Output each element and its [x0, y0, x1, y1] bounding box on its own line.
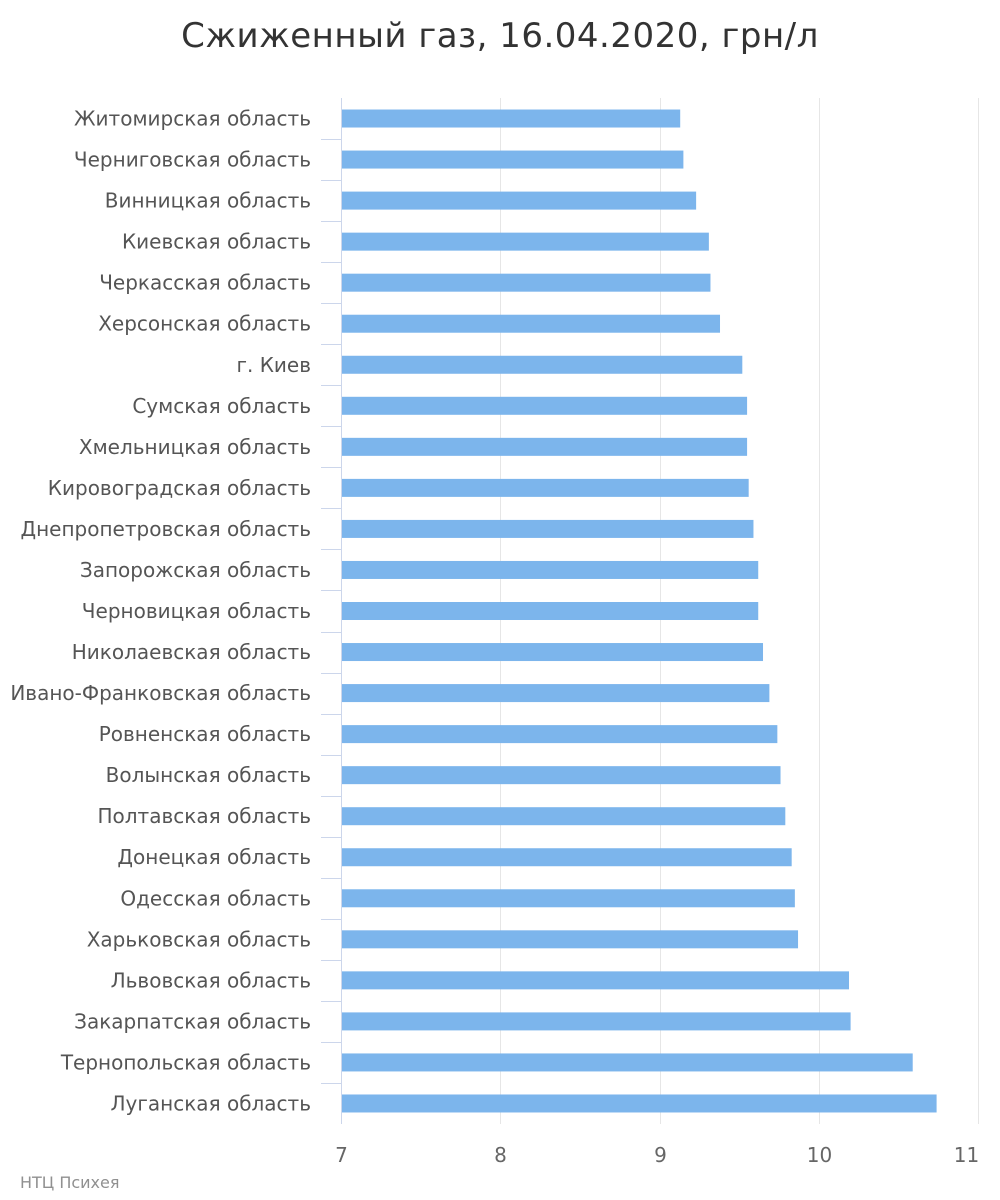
- bar[interactable]: [342, 1053, 913, 1072]
- bar[interactable]: [342, 643, 764, 662]
- bar[interactable]: [342, 191, 697, 210]
- category-labels: Житомирская область Черниговская область В…: [10, 107, 311, 1116]
- category-label: Херсонская область: [98, 312, 311, 336]
- bar[interactable]: [342, 519, 754, 538]
- bar[interactable]: [342, 396, 748, 415]
- category-label: Черниговская область: [74, 148, 311, 172]
- category-axis: [321, 98, 342, 1124]
- bar[interactable]: [342, 766, 781, 785]
- bar[interactable]: [342, 437, 748, 456]
- x-tick-label: 9: [654, 1143, 667, 1167]
- category-label: Волынская область: [106, 763, 311, 787]
- bar[interactable]: [342, 232, 709, 251]
- category-label: г. Киев: [236, 353, 311, 377]
- bar[interactable]: [342, 560, 759, 579]
- bar[interactable]: [342, 314, 721, 333]
- bar[interactable]: [342, 355, 743, 374]
- category-label: Ровненская область: [99, 722, 311, 746]
- category-label: Хмельницкая область: [79, 435, 311, 459]
- category-label: Черкасская область: [99, 271, 311, 295]
- value-axis-ticks: 7 8 9 10 11: [335, 1143, 979, 1167]
- bar[interactable]: [342, 684, 770, 703]
- bar[interactable]: [342, 930, 799, 949]
- category-label: Львовская область: [111, 968, 311, 992]
- category-label: Киевская область: [122, 230, 311, 254]
- bar[interactable]: [342, 807, 786, 826]
- bar[interactable]: [342, 1094, 937, 1113]
- category-label: Тернопольская область: [60, 1050, 311, 1074]
- category-label: Одесская область: [120, 886, 311, 910]
- bar[interactable]: [342, 725, 778, 744]
- category-label: Харьковская область: [87, 927, 311, 951]
- x-tick-label: 8: [494, 1143, 507, 1167]
- category-label: Черновицкая область: [82, 599, 311, 623]
- category-label: Кировоградская область: [48, 476, 311, 500]
- category-label: Луганская область: [111, 1091, 311, 1115]
- category-label: Донецкая область: [117, 845, 311, 869]
- category-label: Закарпатская область: [74, 1009, 311, 1033]
- bar[interactable]: [342, 109, 681, 128]
- chart-title: Сжиженный газ, 16.04.2020, грн/л: [181, 16, 819, 56]
- bar[interactable]: [342, 150, 684, 169]
- credits-text: НТЦ Психея: [20, 1173, 120, 1192]
- bar[interactable]: [342, 273, 711, 292]
- category-label: Сумская область: [132, 394, 311, 418]
- x-tick-label: 11: [954, 1143, 979, 1167]
- bars: [342, 109, 937, 1113]
- category-label: Николаевская область: [72, 640, 311, 664]
- bar[interactable]: [342, 1012, 851, 1031]
- x-tick-label: 7: [335, 1143, 348, 1167]
- category-label: Ивано-Франковская область: [10, 681, 311, 705]
- category-label: Винницкая область: [105, 189, 311, 213]
- bar[interactable]: [342, 848, 792, 867]
- bar[interactable]: [342, 971, 850, 990]
- bar[interactable]: [342, 602, 759, 620]
- category-label: Полтавская область: [97, 804, 311, 828]
- bar[interactable]: [342, 889, 795, 908]
- category-label: Запорожская область: [80, 558, 311, 582]
- x-tick-label: 10: [807, 1143, 832, 1167]
- bar[interactable]: [342, 478, 749, 497]
- category-label: Житомирская область: [74, 107, 311, 131]
- category-label: Днепропетровская область: [20, 517, 311, 541]
